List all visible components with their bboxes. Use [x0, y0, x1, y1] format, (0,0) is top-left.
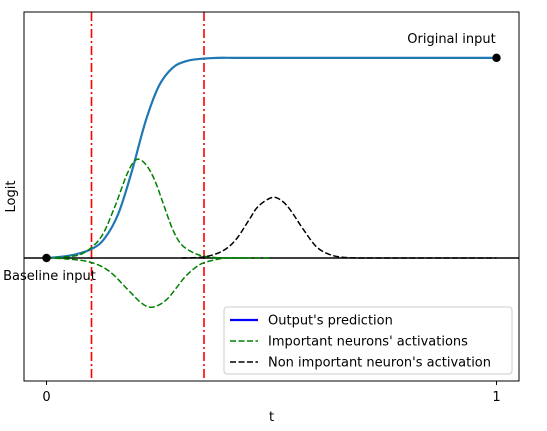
series-line-3 [181, 196, 497, 259]
point-label-1: Original input [407, 32, 495, 47]
x-tick-label-1: 1 [492, 390, 500, 405]
point-label-0: Baseline input [3, 269, 96, 284]
legend-box [223, 306, 513, 375]
legend: Output's prediction Important neurons' ac… [223, 306, 513, 375]
x-tick-label-0: 0 [42, 390, 50, 405]
point-marker-0 [42, 253, 51, 263]
series-line-0 [46, 56, 497, 260]
legend-label-0: Output's prediction [268, 314, 393, 329]
legend-label-1: Important neurons' activations [268, 335, 468, 350]
axes-frame [23, 11, 520, 382]
series-line-1 [46, 158, 272, 259]
y-axis-label: Logit [4, 181, 19, 213]
x-axis-label: t [269, 410, 274, 425]
plot-layer: Baseline input Original input 0 1 t Logit [3, 11, 520, 425]
point-marker-1 [492, 53, 501, 63]
series-line-2 [46, 257, 250, 309]
legend-label-2: Non important neuron's activation [268, 356, 491, 371]
